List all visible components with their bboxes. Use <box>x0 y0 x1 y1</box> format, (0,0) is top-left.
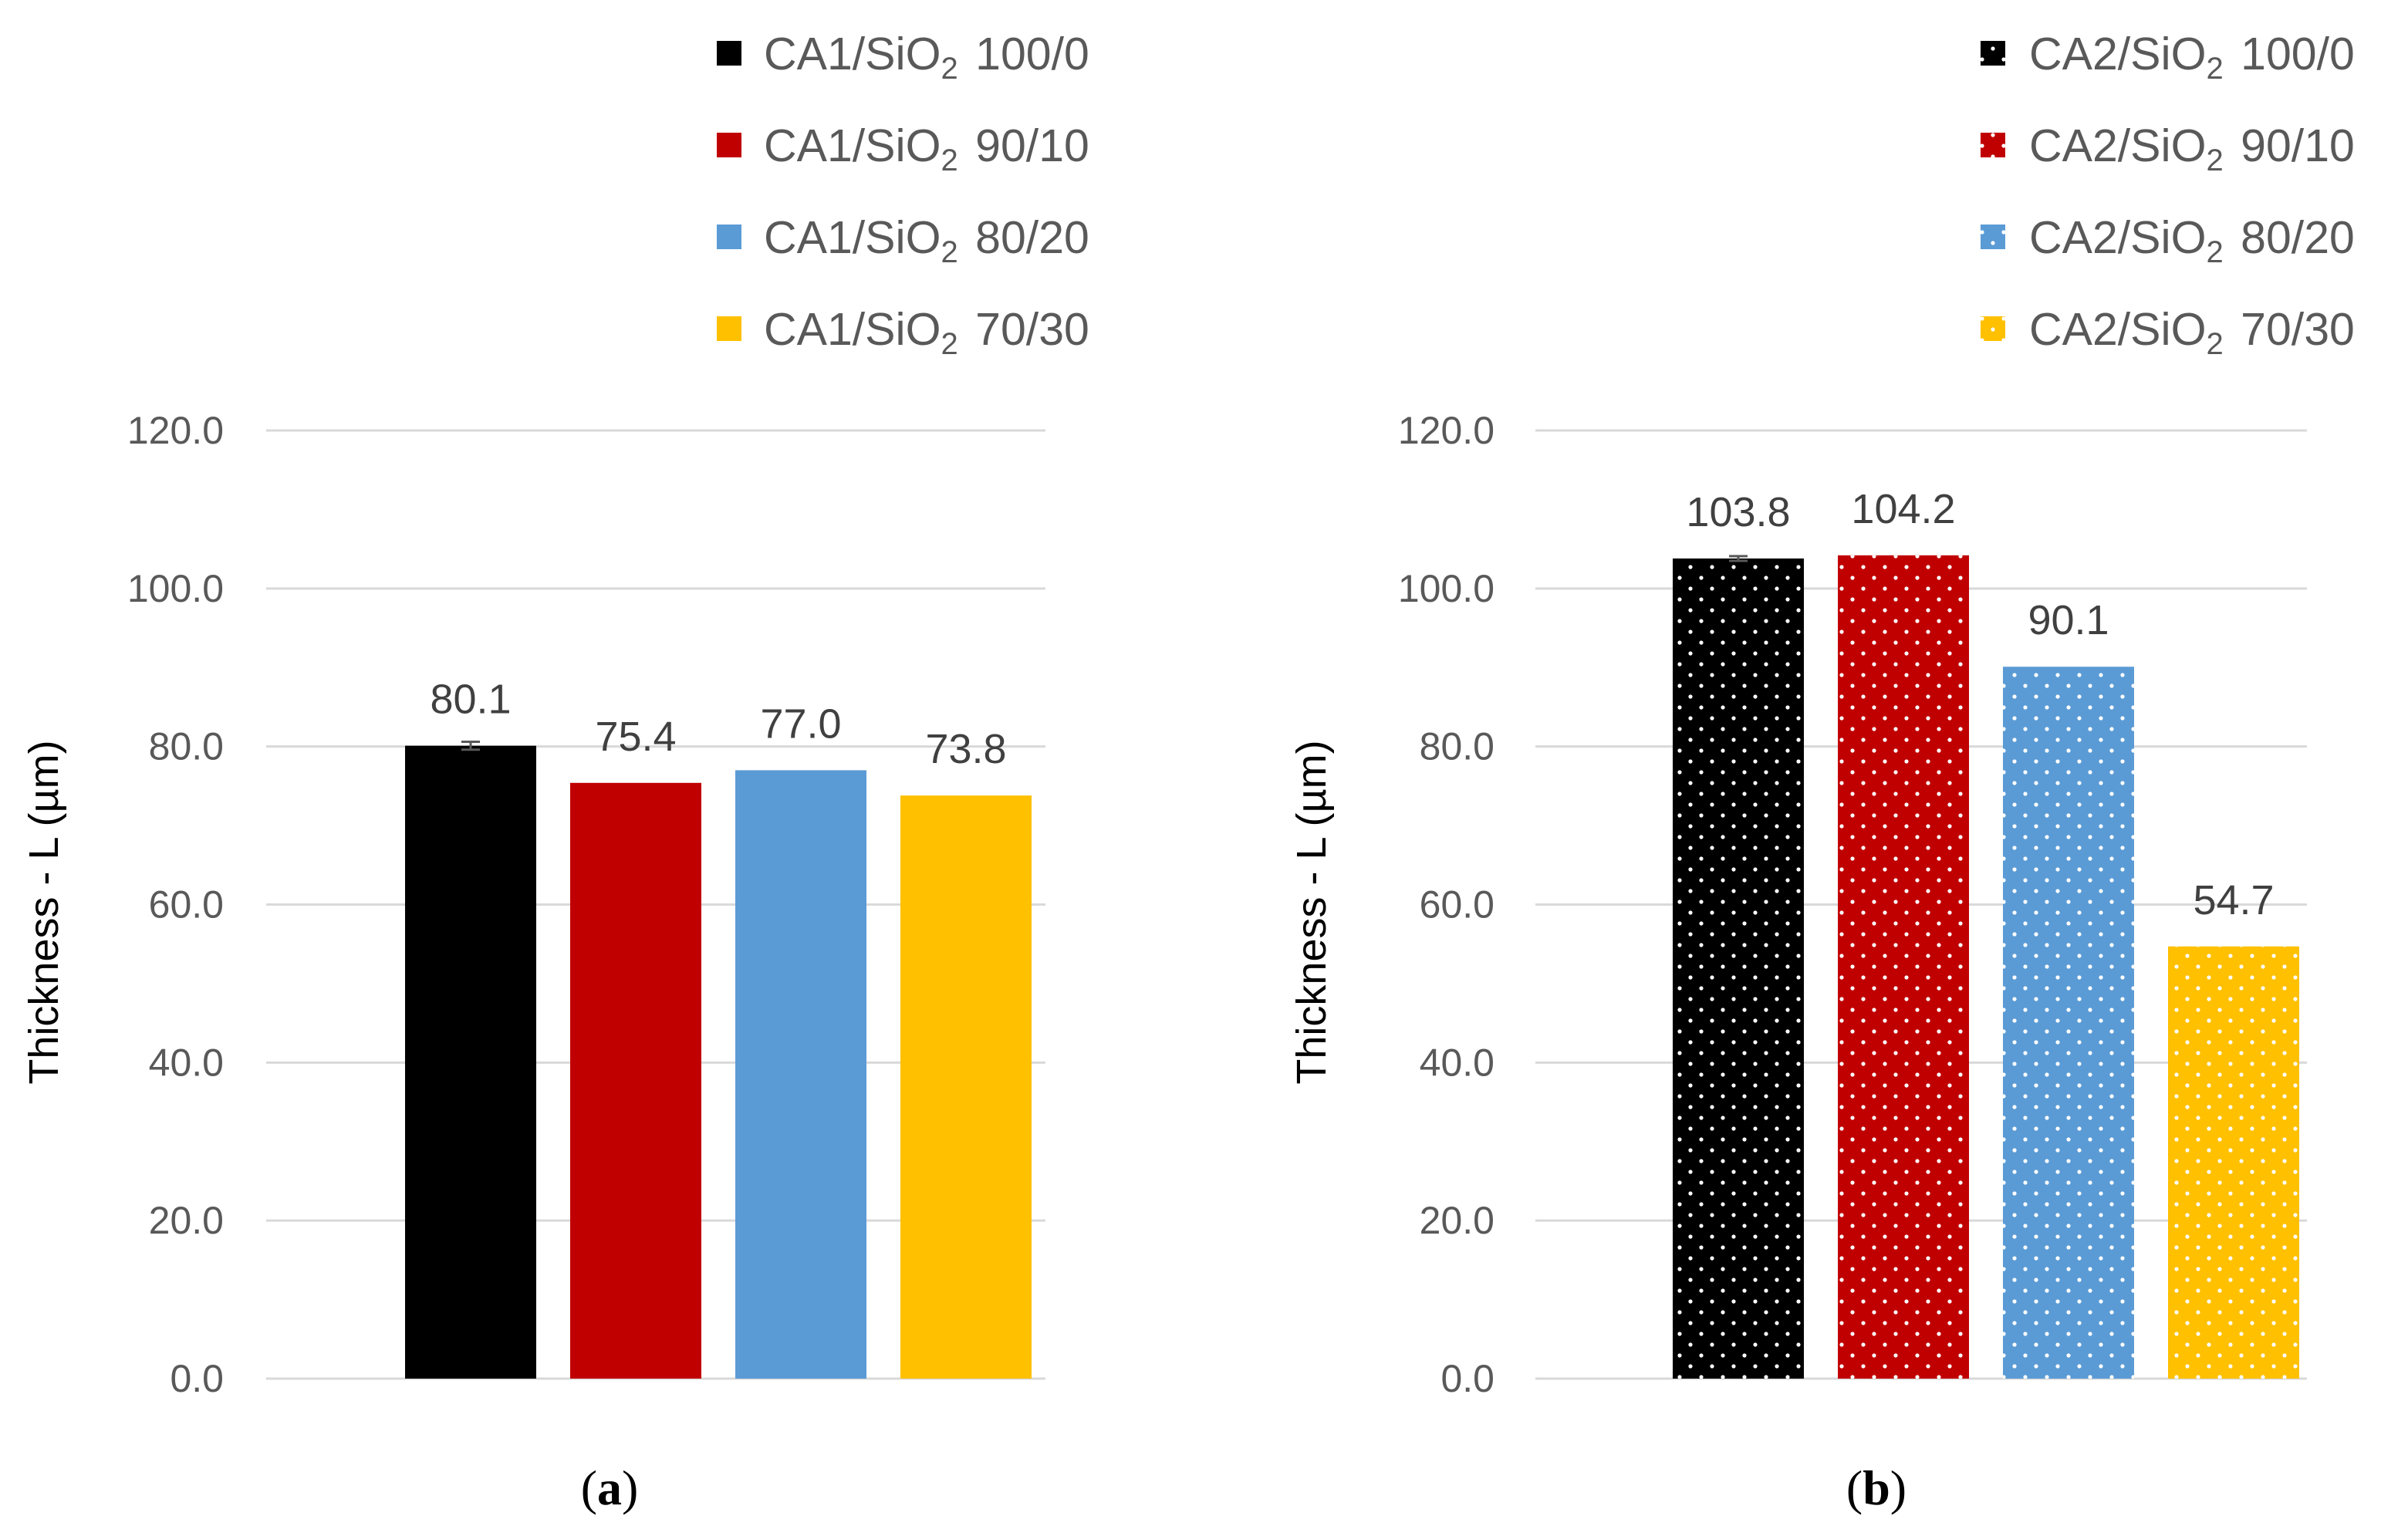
y-tick-label: 60.0 <box>149 883 224 927</box>
legend-label-base: CA2/SiO <box>2029 212 2207 263</box>
data-label: 54.7 <box>2193 877 2274 923</box>
legend-label-ratio: 70/30 <box>963 304 1089 355</box>
legend-label-base: CA1/SiO <box>764 29 941 79</box>
legend-entry: CA2/SiO2 100/0 <box>1981 29 2355 86</box>
bar <box>570 782 701 1379</box>
y-tick-label: 100.0 <box>1398 567 1494 610</box>
legend-label-base: CA1/SiO <box>764 120 941 171</box>
legend-entry: CA2/SiO2 90/10 <box>1981 120 2355 177</box>
legend-label-ratio: 100/0 <box>963 29 1089 79</box>
y-axis-title: Thickness - L (µm) <box>1288 740 1335 1084</box>
legend-swatch <box>717 224 741 249</box>
data-label: 77.0 <box>760 700 841 747</box>
legend-label-subscript: 2 <box>2207 235 2224 269</box>
bar-dot-pattern <box>1838 555 1969 1379</box>
legend-label: CA1/SiO2 100/0 <box>764 29 1089 86</box>
legend-label-ratio: 80/20 <box>2228 212 2355 263</box>
legend-label: CA1/SiO2 70/30 <box>764 304 1089 361</box>
bar <box>405 745 536 1379</box>
y-axis-title: Thickness - L (µm) <box>21 740 67 1084</box>
y-tick-label: 120.0 <box>1398 409 1494 452</box>
chart-panel-b: 0.0 20.0 40.0 60.0 80.0 100.0 120.0 Thickness -… <box>1288 29 2355 1515</box>
legend-entry: CA2/SiO2 70/30 <box>1981 304 2355 361</box>
legend-label: CA1/SiO2 90/10 <box>764 120 1089 177</box>
data-label: 103.8 <box>1686 489 1790 535</box>
legend-label-ratio: 80/20 <box>963 212 1089 263</box>
legend-swatch <box>717 316 741 341</box>
panel-label-letter: b <box>1863 1460 1890 1515</box>
legend-swatch <box>717 41 741 66</box>
legend-label: CA2/SiO2 100/0 <box>2029 29 2355 86</box>
bar <box>900 795 1032 1379</box>
y-tick-label: 0.0 <box>170 1357 224 1400</box>
legend-swatch-pattern <box>1981 316 2005 341</box>
y-tick-label: 0.0 <box>1440 1357 1494 1400</box>
bar-dot-pattern <box>2168 946 2299 1379</box>
panel-label-open-paren: ( <box>581 1460 597 1515</box>
legend-label: CA2/SiO2 80/20 <box>2029 212 2355 269</box>
legend-label-base: CA2/SiO <box>2029 120 2207 171</box>
legend-swatch <box>717 133 741 157</box>
legend-label-subscript: 2 <box>2207 327 2224 361</box>
data-label: 73.8 <box>925 726 1006 772</box>
legend-label-base: CA1/SiO <box>764 212 941 263</box>
legend-entry: CA1/SiO2 70/30 <box>717 304 1089 361</box>
legend-label-subscript: 2 <box>941 327 958 361</box>
legend-swatch-pattern <box>1981 133 2005 157</box>
panel-label-letter: a <box>597 1460 622 1515</box>
y-tick-label: 120.0 <box>127 409 224 452</box>
legend-label-subscript: 2 <box>2207 52 2224 86</box>
y-tick-label: 20.0 <box>149 1199 224 1242</box>
legend-label-ratio: 70/30 <box>2228 304 2355 355</box>
data-label: 80.1 <box>430 677 511 723</box>
panel-label-close-paren: ) <box>622 1460 638 1515</box>
legend-label-subscript: 2 <box>941 52 958 86</box>
legend-label: CA2/SiO2 70/30 <box>2029 304 2355 361</box>
y-tick-label: 80.0 <box>149 725 224 768</box>
legend-label-ratio: 90/10 <box>2228 120 2355 171</box>
legend-label-ratio: 100/0 <box>2228 29 2355 79</box>
y-tick-label: 20.0 <box>1420 1199 1494 1242</box>
legend-label-subscript: 2 <box>941 235 958 269</box>
legend-label-base: CA1/SiO <box>764 304 941 355</box>
legend-swatch-pattern <box>1981 41 2005 66</box>
legend-entry: CA1/SiO2 100/0 <box>717 29 1089 86</box>
legend-label-subscript: 2 <box>941 143 958 177</box>
y-tick-label: 100.0 <box>127 567 224 610</box>
bar <box>735 770 866 1379</box>
legend-label-base: CA2/SiO <box>2029 29 2207 79</box>
error-bar <box>1729 555 1748 562</box>
y-tick-label: 40.0 <box>149 1041 224 1084</box>
bar-dot-pattern <box>2003 667 2134 1379</box>
data-label: 75.4 <box>595 714 676 760</box>
panel-label-open-paren: ( <box>1846 1460 1863 1515</box>
chart-panel-a: 0.0 20.0 40.0 60.0 80.0 100.0 120.0 Thickness -… <box>21 29 1089 1515</box>
legend-label: CA2/SiO2 90/10 <box>2029 120 2355 177</box>
error-bar <box>461 741 480 751</box>
y-tick-label: 60.0 <box>1420 883 1494 927</box>
bar-dot-pattern <box>1673 558 1804 1379</box>
panel-label: (a) <box>581 1460 639 1515</box>
legend-swatch-pattern <box>1981 224 2005 249</box>
legend-entry: CA1/SiO2 90/10 <box>717 120 1089 177</box>
legend-label: CA1/SiO2 80/20 <box>764 212 1089 269</box>
legend-entry: CA2/SiO2 80/20 <box>1981 212 2355 269</box>
legend-label-base: CA2/SiO <box>2029 304 2207 355</box>
legend-entry: CA1/SiO2 80/20 <box>717 212 1089 269</box>
legend-label-ratio: 90/10 <box>963 120 1089 171</box>
panel-label: (b) <box>1846 1460 1906 1515</box>
y-tick-label: 80.0 <box>1420 725 1494 768</box>
y-tick-label: 40.0 <box>1420 1041 1494 1084</box>
data-label: 90.1 <box>2028 597 2109 643</box>
legend-label-subscript: 2 <box>2207 143 2224 177</box>
panel-label-close-paren: ) <box>1890 1460 1906 1515</box>
data-label: 104.2 <box>1851 486 1955 532</box>
